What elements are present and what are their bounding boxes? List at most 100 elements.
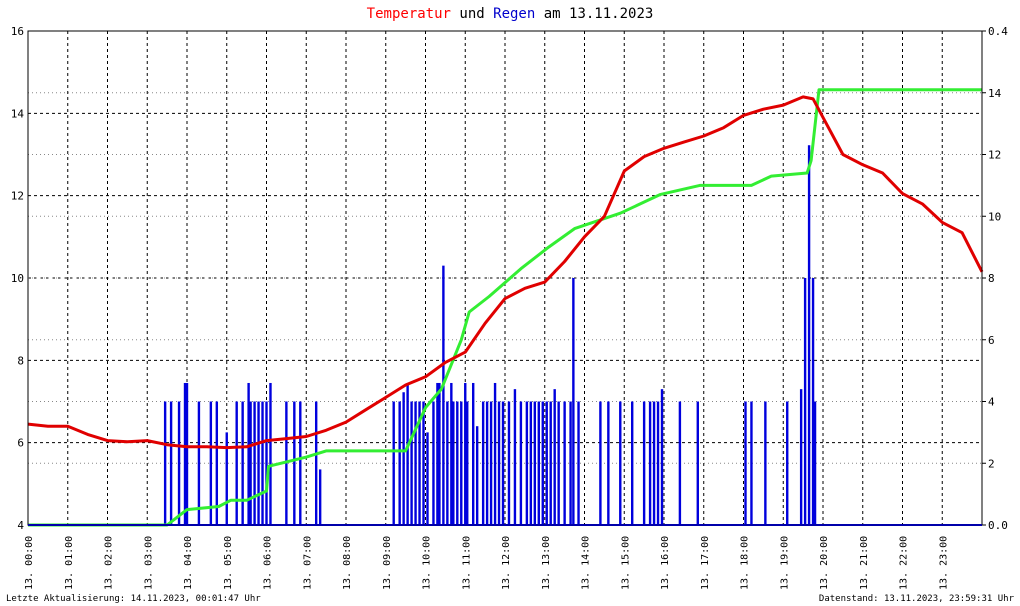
rain-bar <box>764 401 767 525</box>
y2-tick-label: 10 <box>988 210 1001 223</box>
rain-bar <box>648 401 652 525</box>
rain-bar <box>169 401 173 525</box>
x-tick-label: 13. 03:00 <box>143 536 154 590</box>
x-tick-label: 13. 07:00 <box>302 536 313 590</box>
y2-tick-label: 2 <box>988 457 995 470</box>
rain-bar <box>533 401 537 525</box>
y2-tick-label: 6 <box>988 334 995 347</box>
y-tick-label: 8 <box>17 354 24 367</box>
rain-bar <box>452 401 455 525</box>
x-tick-label: 13. 09:00 <box>382 536 393 590</box>
rain-bar <box>799 389 803 525</box>
rain-bar <box>215 401 219 525</box>
rain-bar <box>744 401 747 525</box>
rain-bar <box>696 401 699 525</box>
rain-bar <box>803 278 807 525</box>
x-tick-label: 13. 10:00 <box>422 536 433 590</box>
rain-bar <box>786 401 789 525</box>
rain-bar <box>314 401 318 525</box>
rain-bar <box>398 401 401 525</box>
rain-bar <box>557 401 560 525</box>
title-part: am 13.11.2023 <box>544 6 654 22</box>
rain-bar <box>577 401 580 525</box>
rain-bar <box>553 389 556 525</box>
rain-bar <box>569 401 572 525</box>
rain-bar <box>807 145 811 526</box>
title-part: Regen <box>493 6 535 22</box>
rain-bar <box>410 401 413 525</box>
rain-bar <box>563 401 566 525</box>
rain-bar <box>436 382 439 525</box>
rain-bar <box>247 382 250 525</box>
rain-bar <box>426 432 429 525</box>
x-tick-label: 13. 12:00 <box>501 536 512 590</box>
title-part: und <box>459 6 484 22</box>
rain-bar <box>177 401 181 525</box>
line <box>28 88 982 527</box>
x-tick-label: 13. 02:00 <box>104 536 115 590</box>
rain-bar <box>392 401 395 525</box>
rain-bar <box>599 401 602 525</box>
rain-bar <box>513 389 517 525</box>
rain-bar <box>269 382 272 525</box>
y2-tick-label: 0.0 <box>988 519 1008 532</box>
x-tick-label: 13. 08:00 <box>342 536 353 590</box>
rain-bar <box>507 401 511 525</box>
x-tick-label: 13. 14:00 <box>581 536 592 590</box>
rain-bar <box>253 401 256 525</box>
rain-bar <box>261 401 264 525</box>
rain-bar <box>813 401 817 525</box>
x-tick-label: 13. 17:00 <box>700 536 711 590</box>
rain-bar <box>537 401 540 525</box>
y2-tick-label: 0.4 <box>988 25 1008 38</box>
rain-bar <box>607 401 610 525</box>
x-tick-label: 13. 23:00 <box>938 536 949 590</box>
x-tick-label: 13. 20:00 <box>819 536 830 590</box>
x-tick-label: 13. 18:00 <box>740 536 751 590</box>
rain-bar <box>472 382 475 525</box>
rain-bar <box>541 401 544 525</box>
x-tick-label: 13. 06:00 <box>263 536 274 590</box>
rain-bar <box>750 401 753 525</box>
y2-tick-label: 12 <box>988 149 1001 162</box>
rain-bar <box>456 401 459 525</box>
y-tick-label: 14 <box>11 107 25 120</box>
rain-bar <box>811 278 815 525</box>
rain-bar <box>299 401 302 525</box>
x-tick-label: 13. 22:00 <box>899 536 910 590</box>
rain-bar <box>631 401 634 525</box>
rain-bar <box>422 401 425 525</box>
y-tick-label: 12 <box>11 190 24 203</box>
footer-left: Letzte Aktualisierung: 14.11.2023, 00:01… <box>6 594 261 604</box>
rain-bar <box>438 382 441 525</box>
rain-bar <box>318 469 322 525</box>
rain-bar <box>501 401 505 525</box>
rain-bar <box>197 401 201 525</box>
footer-right: Datenstand: 13.11.2023, 23:59:31 Uhr <box>819 594 1015 604</box>
y-tick-label: 16 <box>11 25 24 38</box>
rain-bar <box>652 401 656 525</box>
x-tick-label: 13. 15:00 <box>620 536 631 590</box>
x-tick-label: 13. 11:00 <box>461 536 472 590</box>
x-tick-label: 13. 00:00 <box>24 536 35 590</box>
rain-bar <box>525 401 529 525</box>
rain-bar <box>497 401 501 525</box>
rain-bar <box>642 401 646 525</box>
rain-bar <box>265 401 268 525</box>
rain-bar <box>183 382 187 525</box>
rain-bar <box>660 389 664 525</box>
rain-bar <box>529 401 533 525</box>
line <box>27 95 984 450</box>
rain-bar <box>225 432 228 525</box>
rain-bar <box>402 392 405 525</box>
title-part: Temperatur <box>367 6 451 22</box>
rain-bar <box>545 401 548 525</box>
chart-title: Temperatur und Regen am 13.11.2023 <box>367 6 654 22</box>
y2-tick-label: 4 <box>988 396 995 409</box>
x-tick-label: 13. 05:00 <box>223 536 234 590</box>
rain-bar <box>460 401 463 525</box>
rain-bar <box>464 382 467 525</box>
rain-bar <box>678 401 682 525</box>
rain-bar <box>485 401 489 525</box>
